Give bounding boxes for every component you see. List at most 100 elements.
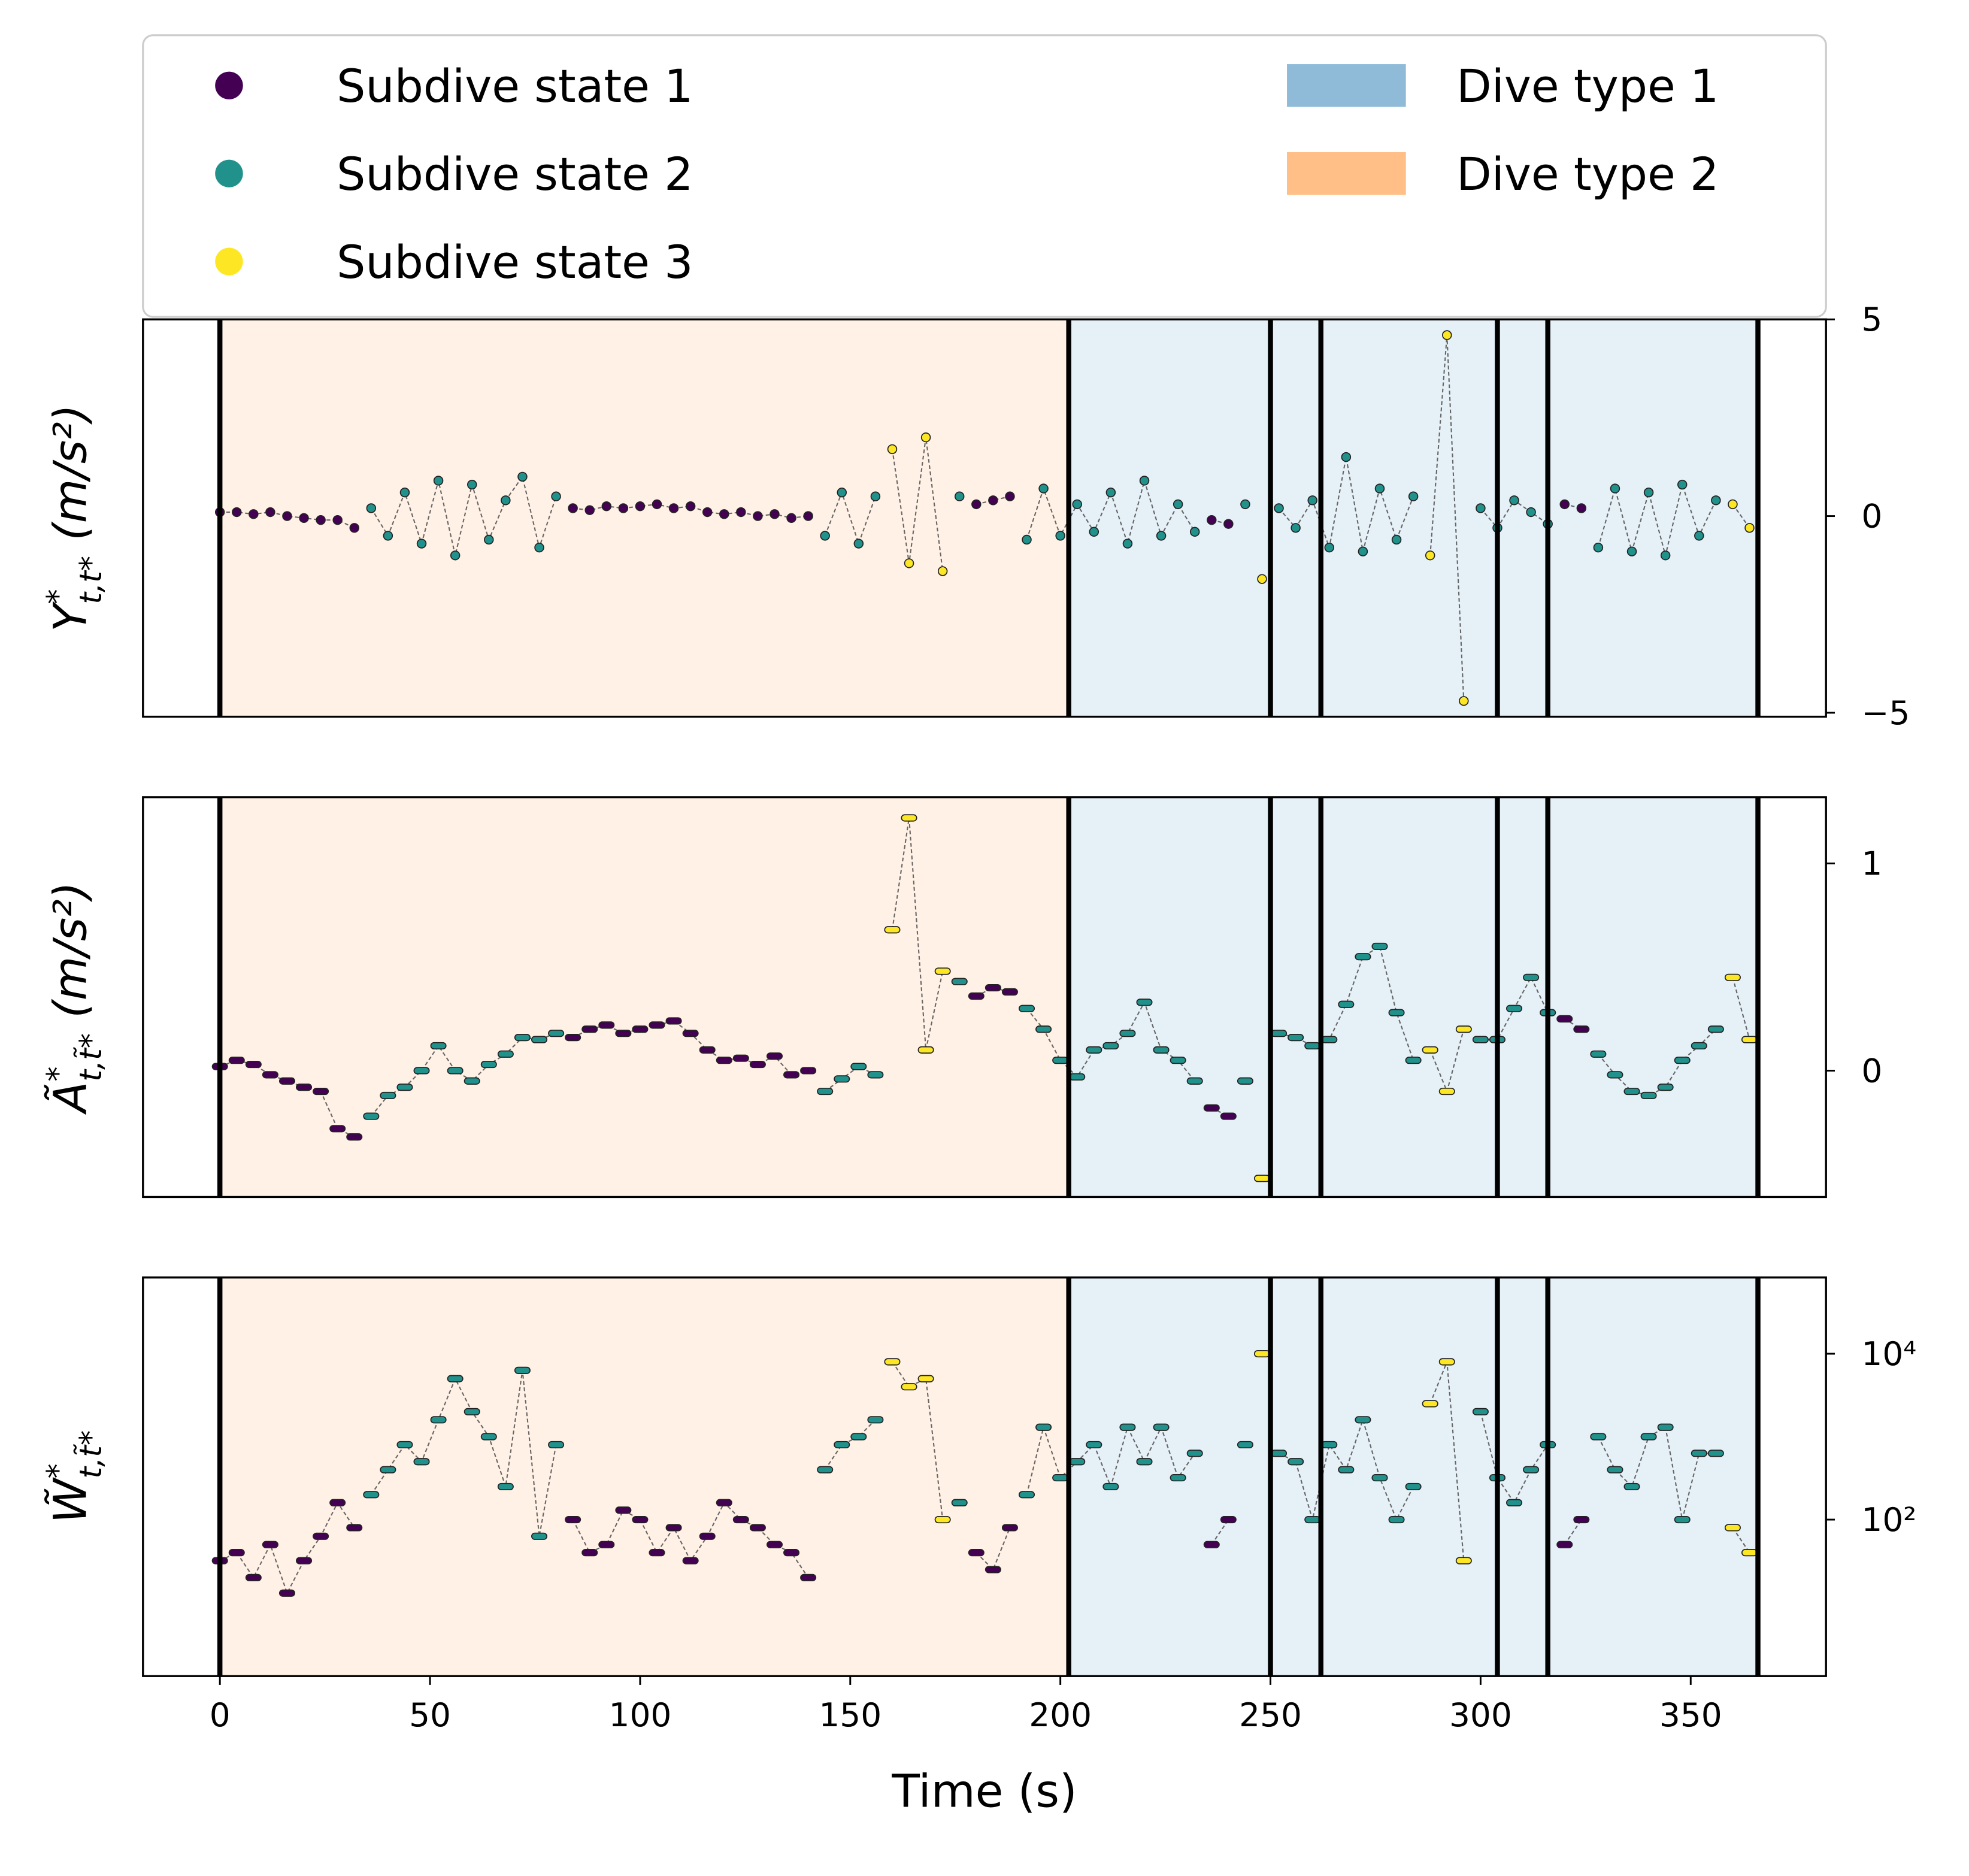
x-tick-label: 300 <box>1449 1696 1512 1734</box>
dive-region <box>1320 319 1498 717</box>
data-point <box>1119 1030 1136 1037</box>
data-point <box>1173 499 1183 510</box>
data-point <box>1523 1466 1540 1473</box>
data-point <box>278 1589 295 1597</box>
data-point <box>1623 1087 1640 1096</box>
data-point <box>296 1557 313 1565</box>
data-point <box>1526 507 1536 518</box>
data-point <box>313 1532 329 1540</box>
data-point <box>531 1036 548 1043</box>
data-point <box>265 507 275 518</box>
data-point <box>1711 495 1721 506</box>
data-point <box>1694 531 1704 541</box>
data-point <box>1324 542 1335 553</box>
data-point <box>803 511 813 521</box>
data-point <box>1052 1057 1069 1064</box>
data-point <box>884 1358 901 1366</box>
data-point <box>517 471 528 482</box>
data-point <box>433 476 444 486</box>
data-point <box>1674 1515 1691 1524</box>
dive-region <box>1068 797 1271 1197</box>
data-point <box>732 1515 749 1524</box>
axes-frame <box>142 796 1827 1199</box>
dive-region <box>1547 1277 1758 1677</box>
data-point <box>299 513 309 524</box>
data-point <box>1728 499 1738 510</box>
data-point <box>363 1112 380 1120</box>
data-point <box>699 1532 716 1540</box>
data-point <box>749 1060 766 1069</box>
data-point <box>1607 1071 1623 1079</box>
data-point <box>783 1071 800 1079</box>
data-point <box>1019 1491 1035 1499</box>
data-point <box>413 1067 430 1075</box>
data-point <box>1186 1077 1203 1085</box>
data-point <box>917 1046 934 1054</box>
y-axis-label: Y*t,t* (m/s²) <box>40 404 108 632</box>
dive-region <box>220 797 1069 1197</box>
data-point <box>1035 1025 1052 1033</box>
data-point <box>1223 519 1234 529</box>
data-point <box>262 1541 278 1548</box>
data-point <box>1338 1466 1355 1473</box>
data-point <box>1186 1450 1203 1457</box>
data-point <box>1691 1450 1707 1457</box>
data-point <box>245 1574 262 1581</box>
data-point <box>1422 1400 1438 1408</box>
data-point <box>1358 546 1368 556</box>
data-point <box>1523 973 1540 981</box>
data-point <box>736 507 746 518</box>
data-point <box>1288 1034 1304 1042</box>
data-point <box>1291 523 1301 533</box>
data-point <box>278 1077 295 1085</box>
data-point <box>1573 1515 1590 1524</box>
data-point <box>1657 1084 1674 1091</box>
y-tick-label: 1 <box>1861 845 1882 883</box>
data-point <box>971 499 982 510</box>
dive-region <box>1068 1277 1271 1677</box>
data-point <box>884 926 901 934</box>
dive-region <box>1270 1277 1321 1677</box>
x-tick-label: 250 <box>1239 1696 1302 1734</box>
data-point <box>1674 1057 1691 1064</box>
dive-region <box>1497 1277 1548 1677</box>
data-point <box>1371 942 1388 951</box>
data-point <box>1691 1042 1707 1050</box>
data-point <box>228 1549 245 1557</box>
data-point <box>1170 1057 1186 1064</box>
data-point <box>632 1025 649 1033</box>
data-point <box>430 1416 447 1424</box>
data-point <box>1374 483 1385 494</box>
y-label-symbol: W̃ <box>43 1476 97 1523</box>
data-point <box>1607 1466 1623 1473</box>
dive-region <box>1320 797 1498 1197</box>
data-point <box>497 1482 514 1491</box>
data-point <box>934 1515 951 1524</box>
data-point <box>783 1549 800 1557</box>
data-point <box>984 1566 1001 1574</box>
data-point <box>870 491 881 501</box>
data-point <box>901 1383 917 1391</box>
data-point <box>1338 1000 1355 1008</box>
data-point <box>1038 483 1049 494</box>
data-point <box>699 1046 716 1054</box>
data-point <box>1203 1541 1220 1548</box>
data-point <box>834 1441 850 1449</box>
data-point <box>316 515 326 525</box>
data-point <box>770 509 780 519</box>
legend-label: Subdive state 3 <box>337 236 693 289</box>
data-point <box>380 1091 396 1100</box>
data-point <box>262 1071 278 1079</box>
data-point <box>1288 1458 1304 1466</box>
x-tick-label: 350 <box>1659 1696 1722 1734</box>
data-point <box>1391 534 1402 545</box>
data-point <box>682 1030 699 1037</box>
data-point <box>649 1021 665 1029</box>
data-point <box>1355 1416 1371 1424</box>
data-point <box>1139 476 1150 486</box>
data-point <box>430 1042 447 1050</box>
legend-marker <box>215 71 243 99</box>
data-point <box>480 1060 497 1069</box>
data-point <box>682 1557 699 1565</box>
